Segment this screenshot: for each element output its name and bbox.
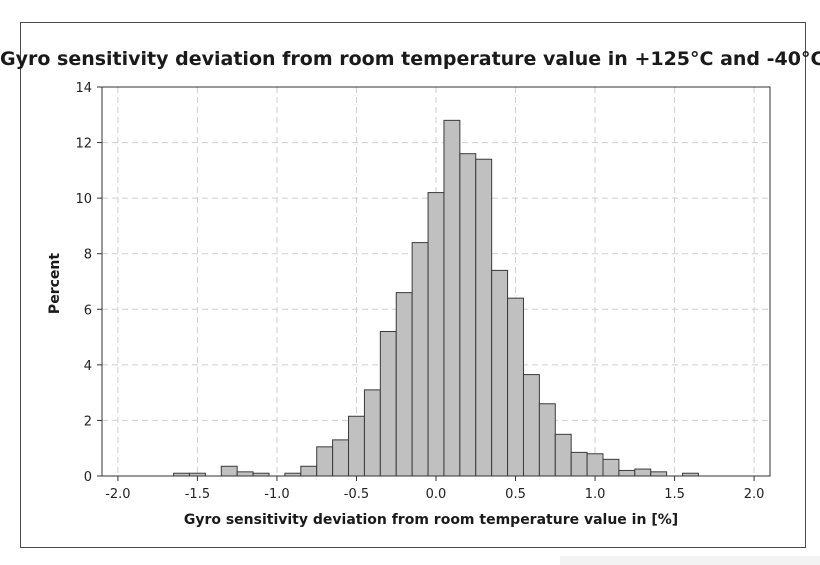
y-tick-label: 12 bbox=[75, 137, 92, 152]
chart-title: Gyro sensitivity deviation from room tem… bbox=[0, 48, 820, 70]
x-axis-label: Gyro sensitivity deviation from room tem… bbox=[184, 512, 678, 528]
ticks-layer: -2.0 -1.5 -1.0 -0.5 0.0 0.5 1.0 1.5 2.0 0 2 4 6 8 10 12… bbox=[75, 81, 764, 502]
x-tick-label: 1.5 bbox=[664, 487, 685, 502]
x-tick-label: 2.0 bbox=[744, 487, 765, 502]
histogram-bar bbox=[586, 453, 604, 477]
histogram-bar bbox=[522, 374, 540, 477]
x-tick-label: -2.0 bbox=[105, 487, 130, 502]
histogram-bar bbox=[395, 292, 413, 477]
histogram-bar bbox=[332, 439, 350, 477]
histogram-bar bbox=[363, 389, 381, 477]
histogram-bar bbox=[650, 471, 668, 477]
x-tick-label: -1.0 bbox=[264, 487, 289, 502]
histogram-bar bbox=[602, 458, 620, 477]
y-tick-label: 14 bbox=[75, 81, 92, 96]
histogram-bar bbox=[236, 471, 254, 477]
histogram-bar bbox=[379, 331, 397, 477]
y-axis-label: Percent bbox=[47, 253, 63, 314]
x-tick-label: 1.0 bbox=[585, 487, 606, 502]
histogram-bar bbox=[554, 433, 572, 477]
y-tick-label: 2 bbox=[84, 414, 92, 429]
bottom-strip bbox=[560, 556, 820, 565]
y-tick-label: 8 bbox=[84, 248, 92, 263]
y-tick-label: 0 bbox=[84, 470, 92, 485]
histogram-bar bbox=[300, 465, 318, 477]
x-tick-label: -1.5 bbox=[185, 487, 210, 502]
histogram-bar bbox=[220, 465, 238, 477]
x-tick-label: 0.0 bbox=[426, 487, 447, 502]
bars-layer bbox=[173, 119, 699, 477]
histogram-bar bbox=[634, 468, 652, 477]
histogram-bar bbox=[443, 119, 461, 477]
y-tick-label: 4 bbox=[84, 359, 92, 374]
histogram-bar bbox=[618, 469, 636, 477]
y-tick-label: 6 bbox=[84, 303, 92, 318]
histogram-bar bbox=[570, 451, 588, 477]
histogram-bar bbox=[459, 153, 477, 477]
x-tick-label: 0.5 bbox=[505, 487, 526, 502]
histogram-bar bbox=[538, 403, 556, 477]
histogram-bar bbox=[507, 297, 524, 477]
histogram-bar bbox=[348, 415, 365, 477]
histogram-bar bbox=[491, 269, 509, 477]
histogram-bar bbox=[475, 158, 493, 477]
histogram-bar bbox=[427, 192, 445, 477]
y-tick-label: 10 bbox=[75, 192, 92, 207]
histogram-bar bbox=[411, 242, 429, 477]
histogram-bar bbox=[316, 446, 334, 477]
x-tick-label: -0.5 bbox=[344, 487, 369, 502]
